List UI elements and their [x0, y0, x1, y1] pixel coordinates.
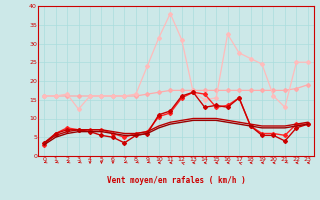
- X-axis label: Vent moyen/en rafales ( km/h ): Vent moyen/en rafales ( km/h ): [107, 176, 245, 185]
